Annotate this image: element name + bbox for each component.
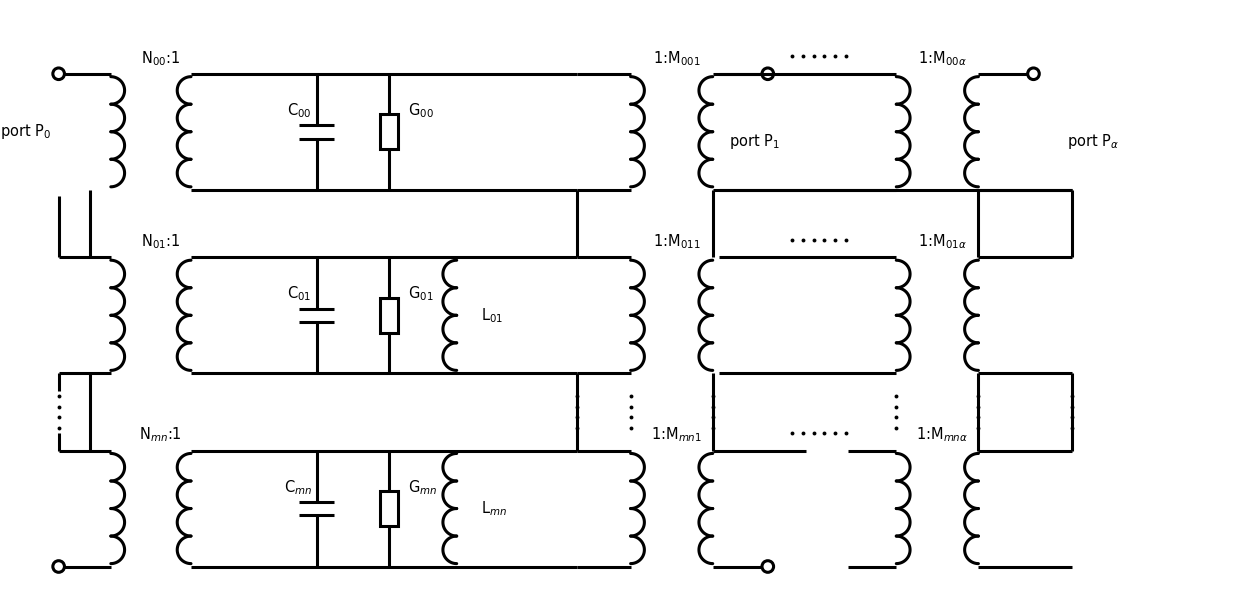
Bar	[380, 114, 398, 149]
Text: C$_{01}$: C$_{01}$	[287, 285, 312, 303]
Text: C$_{mn}$: C$_{mn}$	[284, 478, 312, 496]
Text: G$_{00}$: G$_{00}$	[409, 101, 434, 120]
Text: N$_{00}$:1: N$_{00}$:1	[141, 49, 180, 67]
Text: 1:M$_{01\alpha}$: 1:M$_{01\alpha}$	[918, 232, 966, 251]
Text: 1:M$_{00\alpha}$: 1:M$_{00\alpha}$	[918, 49, 966, 67]
Bar	[380, 491, 398, 526]
Text: G$_{mn}$: G$_{mn}$	[409, 478, 437, 496]
Text: L$_{01}$: L$_{01}$	[481, 306, 503, 324]
Text: C$_{00}$: C$_{00}$	[287, 101, 312, 120]
Text: port P$_{\alpha}$: port P$_{\alpha}$	[1067, 132, 1120, 151]
Text: 1:M$_{mn\alpha}$: 1:M$_{mn\alpha}$	[916, 426, 968, 444]
Text: N$_{01}$:1: N$_{01}$:1	[141, 232, 180, 251]
Text: L$_{mn}$: L$_{mn}$	[481, 499, 507, 518]
Text: 1:M$_{011}$: 1:M$_{011}$	[653, 232, 700, 251]
Text: 1:M$_{001}$: 1:M$_{001}$	[653, 49, 700, 67]
Text: port P$_0$: port P$_0$	[0, 122, 51, 141]
Text: N$_{mn}$:1: N$_{mn}$:1	[139, 426, 182, 444]
Text: 1:M$_{mn1}$: 1:M$_{mn1}$	[650, 426, 703, 444]
Text: G$_{01}$: G$_{01}$	[409, 285, 434, 303]
Text: port P$_1$: port P$_1$	[730, 132, 781, 151]
Bar	[380, 298, 398, 333]
